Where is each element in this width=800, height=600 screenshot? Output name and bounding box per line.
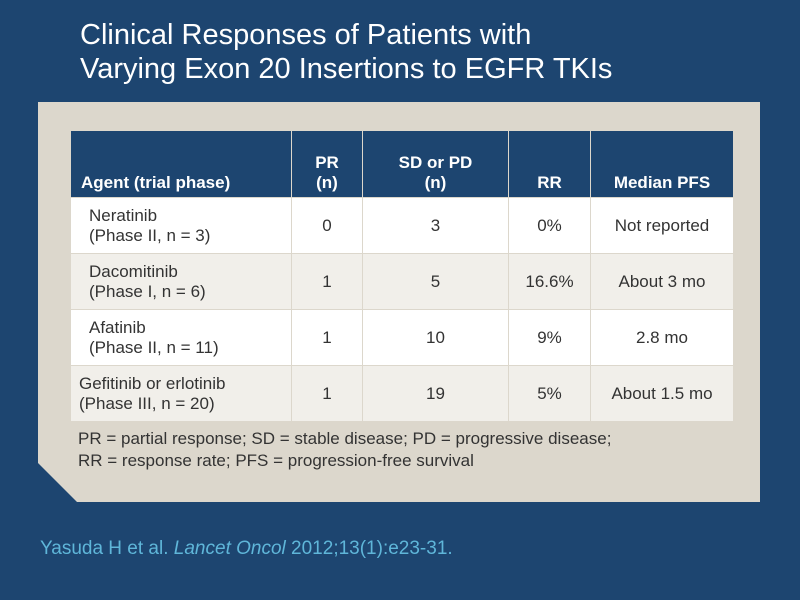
rr-cell: 16.6% [508, 253, 591, 310]
pr-cell: 0 [291, 197, 363, 254]
pfs-cell: About 1.5 mo [590, 365, 734, 422]
pfs-cell: Not reported [590, 197, 734, 254]
sdpd-cell: 19 [362, 365, 509, 422]
table-row: Neratinib (Phase II, n = 3) 0 3 0% Not r… [70, 197, 734, 254]
agent-phase: (Phase II, n = 3) [89, 225, 211, 245]
pfs-cell: About 3 mo [590, 253, 734, 310]
header-sdpd-line-2: (n) [424, 173, 447, 192]
header-sdpd-line-1: SD or PD [398, 153, 473, 172]
header-median-pfs: Median PFS [590, 130, 734, 198]
agent-phase: (Phase I, n = 6) [89, 281, 206, 301]
citation-journal: Lancet Oncol [173, 538, 286, 559]
clinical-response-table: Agent (trial phase) PR (n) SD or PD (n) … [70, 130, 734, 422]
slide-title-line-2: Varying Exon 20 Insertions to EGFR TKIs [80, 53, 613, 85]
pr-cell: 1 [291, 365, 363, 422]
citation: Yasuda H et al. Lancet Oncol 2012;13(1):… [40, 537, 453, 561]
agent-name: Neratinib [89, 205, 158, 225]
table-row: Afatinib (Phase II, n = 11) 1 10 9% 2.8 … [70, 309, 734, 366]
agent-phase: (Phase II, n = 11) [89, 337, 219, 357]
citation-details: 2012;13(1):e23-31. [291, 538, 453, 559]
agent-phase: (Phase III, n = 20) [79, 393, 215, 413]
slide-title: Clinical Responses of Patients with Vary… [80, 18, 760, 86]
rr-cell: 0% [508, 197, 591, 254]
header-sd-or-pd: SD or PD (n) [362, 130, 509, 198]
pr-cell: 1 [291, 309, 363, 366]
agent-name: Gefitinib or erlotinib [79, 373, 226, 393]
table-header-row: Agent (trial phase) PR (n) SD or PD (n) … [70, 130, 734, 198]
slide-title-line-1: Clinical Responses of Patients with [80, 19, 532, 51]
sdpd-cell: 5 [362, 253, 509, 310]
sdpd-cell: 10 [362, 309, 509, 366]
agent-cell: Neratinib (Phase II, n = 3) [70, 197, 292, 254]
header-pr-line-1: PR [315, 153, 339, 172]
abbreviation-footnote: PR = partial response; SD = stable disea… [78, 428, 738, 472]
table-row: Gefitinib or erlotinib (Phase III, n = 2… [70, 365, 734, 422]
pr-cell: 1 [291, 253, 363, 310]
sdpd-cell: 3 [362, 197, 509, 254]
header-agent: Agent (trial phase) [70, 130, 292, 198]
agent-name: Dacomitinib [89, 261, 178, 281]
header-rr: RR [508, 130, 591, 198]
header-pr: PR (n) [291, 130, 363, 198]
agent-cell: Afatinib (Phase II, n = 11) [70, 309, 292, 366]
agent-cell: Dacomitinib (Phase I, n = 6) [70, 253, 292, 310]
header-pr-line-2: (n) [316, 173, 338, 192]
footnote-line-2: RR = response rate; PFS = progression-fr… [78, 451, 474, 470]
agent-name: Afatinib [89, 317, 146, 337]
footnote-line-1: PR = partial response; SD = stable disea… [78, 429, 612, 448]
rr-cell: 9% [508, 309, 591, 366]
agent-cell: Gefitinib or erlotinib (Phase III, n = 2… [70, 365, 292, 422]
table-row: Dacomitinib (Phase I, n = 6) 1 5 16.6% A… [70, 253, 734, 310]
rr-cell: 5% [508, 365, 591, 422]
citation-authors: Yasuda H et al. [40, 538, 169, 559]
pfs-cell: 2.8 mo [590, 309, 734, 366]
